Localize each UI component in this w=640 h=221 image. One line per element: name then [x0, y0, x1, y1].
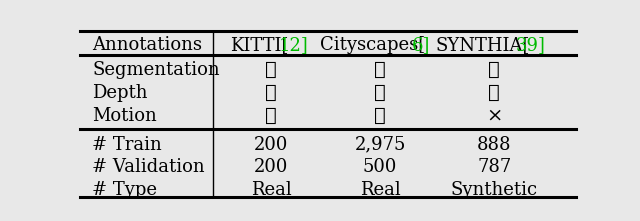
Text: ✓: ✓ [374, 61, 386, 79]
Text: ✓: ✓ [374, 84, 386, 102]
Text: ✓: ✓ [488, 84, 500, 102]
Text: Real: Real [251, 181, 291, 199]
Text: 39]: 39] [516, 36, 546, 54]
Text: Real: Real [360, 181, 401, 199]
Text: ✓: ✓ [265, 84, 277, 102]
Text: Cityscapes[: Cityscapes[ [321, 36, 426, 54]
Text: Depth: Depth [92, 84, 148, 102]
Text: 12]: 12] [278, 36, 308, 54]
Text: # Type: # Type [92, 181, 157, 199]
Text: 888: 888 [477, 136, 511, 154]
Text: 200: 200 [254, 158, 288, 176]
Text: ✓: ✓ [265, 61, 277, 79]
Text: 6]: 6] [412, 36, 430, 54]
Text: 2,975: 2,975 [355, 136, 406, 154]
Text: ✓: ✓ [374, 107, 386, 125]
Text: 787: 787 [477, 158, 511, 176]
Text: ✓: ✓ [488, 61, 500, 79]
Text: 200: 200 [254, 136, 288, 154]
Text: Segmentation: Segmentation [92, 61, 220, 79]
Text: ✓: ✓ [265, 107, 277, 125]
Text: SYNTHIA[: SYNTHIA[ [435, 36, 530, 54]
Text: KITTI[: KITTI[ [230, 36, 289, 54]
Text: # Validation: # Validation [92, 158, 205, 176]
Text: ×: × [486, 107, 502, 125]
Text: Annotations: Annotations [92, 36, 202, 54]
Text: Motion: Motion [92, 107, 157, 125]
Text: Synthetic: Synthetic [451, 181, 538, 199]
Text: # Train: # Train [92, 136, 162, 154]
Text: 500: 500 [363, 158, 397, 176]
